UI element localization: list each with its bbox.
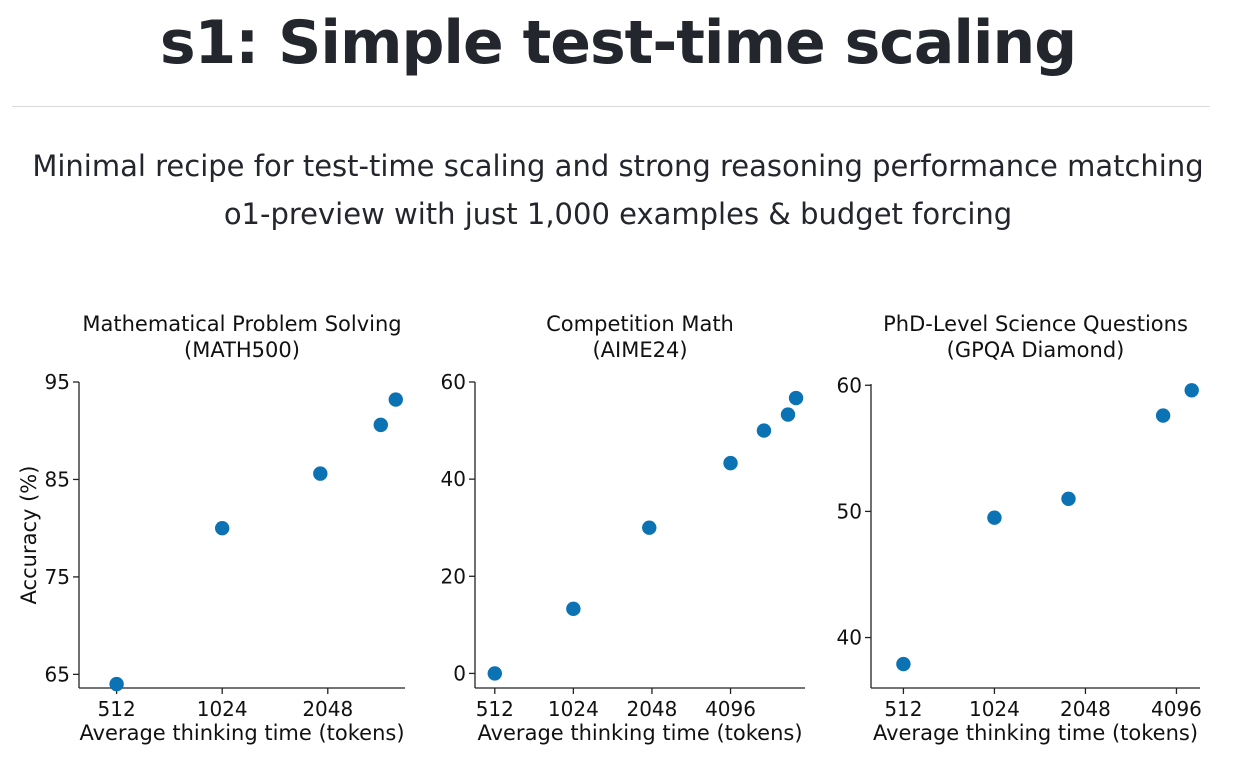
chart-title-line-1: PhD-Level Science Questions	[883, 312, 1188, 336]
data-point	[1061, 491, 1076, 506]
data-point	[896, 656, 911, 672]
data-point	[1184, 383, 1199, 398]
data-point	[313, 466, 328, 481]
x-tick-label: 2048	[626, 697, 677, 721]
data-point	[642, 520, 657, 535]
chart-title-line-2: (GPQA Diamond)	[947, 338, 1125, 362]
chart-1: Mathematical Problem Solving(MATH500) 65 7…	[17, 312, 405, 745]
x-tick-label: 512	[476, 697, 514, 721]
page-subtitle: Minimal recipe for test-time scaling and…	[0, 142, 1236, 238]
subtitle-line-2: o1-preview with just 1,000 examples & bu…	[223, 197, 1013, 231]
x-tick-label: 2048	[1060, 697, 1111, 721]
chart-title-line-1: Mathematical Problem Solving	[82, 312, 401, 336]
page-title: s1: Simple test-time scaling	[159, 8, 1077, 78]
data-point	[109, 676, 124, 692]
data-point	[566, 601, 581, 617]
y-tick-label: 60	[837, 373, 862, 397]
data-point	[723, 455, 738, 471]
x-tick-label: 512	[98, 697, 136, 721]
y-tick-label: 40	[441, 467, 466, 491]
x-tick-label: 1024	[548, 697, 599, 721]
data-point	[214, 520, 230, 536]
chart-title-line-1: Competition Math	[546, 312, 734, 336]
x-tick-label: 4096	[1151, 697, 1202, 721]
x-tick-label: 1024	[197, 697, 248, 721]
data-point	[373, 417, 388, 433]
chart-2: Competition Math(AIME24) 0 20 40 60 512 1024 20…	[441, 312, 805, 745]
data-point	[987, 510, 1002, 525]
chart-3: PhD-Level Science Questions(GPQA Diamond…	[837, 312, 1202, 745]
x-axis-label: Average thinking time (tokens)	[477, 721, 802, 745]
chart-title-line-2: (AIME24)	[592, 338, 687, 362]
x-tick-label: 1024	[969, 697, 1020, 721]
data-point	[388, 392, 403, 407]
data-point	[1155, 408, 1171, 423]
data-point	[780, 407, 796, 422]
y-tick-label: 50	[837, 499, 862, 523]
data-point	[487, 666, 502, 681]
x-tick-label: 512	[884, 697, 922, 721]
y-tick-label: 75	[45, 565, 70, 589]
y-tick-label: 40	[837, 626, 862, 650]
y-tick-label: 60	[441, 370, 466, 394]
subtitle-line-1: Minimal recipe for test-time scaling and…	[32, 149, 1204, 183]
data-point	[756, 423, 772, 438]
x-tick-label: 4096	[705, 697, 756, 721]
chart-title-line-2: (MATH500)	[184, 338, 300, 362]
title-divider	[12, 106, 1210, 107]
charts-row: Mathematical Problem Solving (MATH500) 65 7…	[0, 300, 1236, 766]
y-tick-label: 85	[45, 467, 70, 491]
y-axis-label: Accuracy (%)	[17, 466, 41, 605]
x-tick-label: 2048	[302, 697, 353, 721]
y-tick-label: 20	[441, 564, 466, 588]
y-tick-label: 0	[453, 661, 466, 685]
y-tick-label: 65	[45, 662, 70, 686]
data-point	[788, 390, 804, 406]
x-axis-label: Average thinking time (tokens)	[873, 721, 1198, 745]
charts-svg: Mathematical Problem Solving(MATH500) 65 7…	[17, 312, 1202, 745]
y-tick-label: 95	[45, 370, 70, 394]
x-axis-label: Average thinking time (tokens)	[79, 721, 404, 745]
